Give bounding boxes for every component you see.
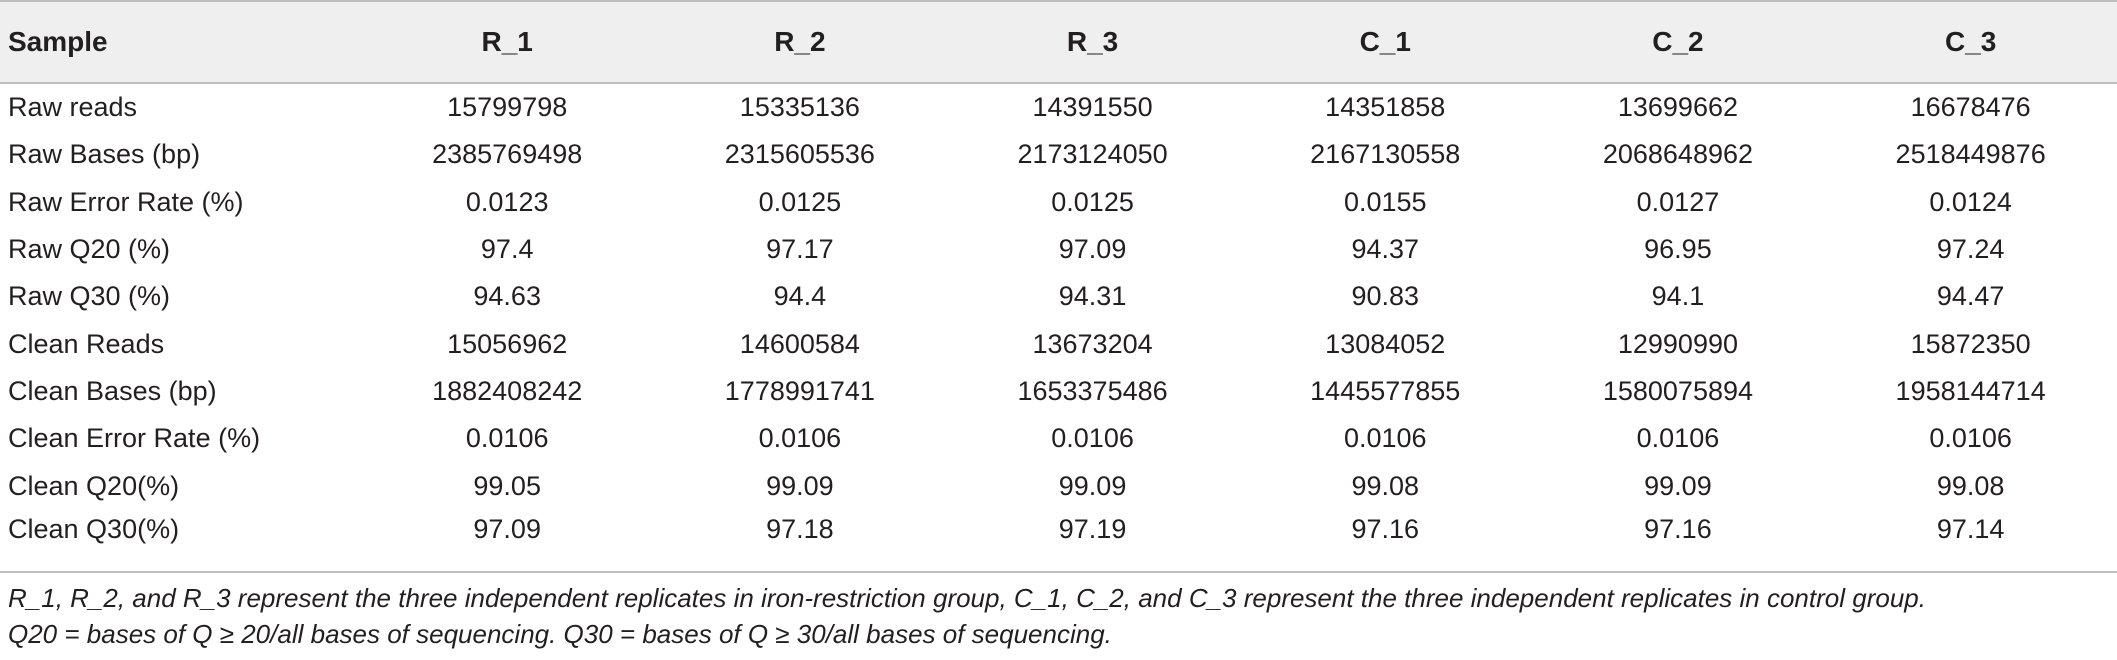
- footnote-line-1: R_1, R_2, and R_3 represent the three in…: [8, 583, 1926, 613]
- table-cell: 96.95: [1644, 234, 1712, 265]
- sequencing-stats-table-container: Sample R_1 R_2 R_3 C_1 C_2 C_3 Raw reads…: [0, 1, 2117, 566]
- table-cell: 97.09: [473, 513, 541, 544]
- table-cell: 0.0106: [465, 423, 549, 454]
- header-cell-c1: C_1: [1359, 26, 1411, 57]
- table-cell: 16678476: [1910, 92, 2031, 123]
- row-label: Raw reads: [8, 92, 138, 123]
- table-cell: 14391550: [1032, 92, 1153, 123]
- table-row: Raw Error Rate (%) 0.0123 0.0125 0.0125 …: [0, 179, 2117, 226]
- table-cell: 94.1: [1651, 281, 1705, 312]
- table-cell: 2385769498: [432, 139, 583, 170]
- row-label: Raw Bases (bp): [8, 139, 201, 170]
- table-cell: 0.0125: [758, 186, 842, 217]
- table-cell: 2315605536: [724, 139, 875, 170]
- table-cell: 2068648962: [1602, 139, 1754, 170]
- row-label: Clean Reads: [8, 328, 165, 359]
- table-row: Clean Reads 15056962 14600584 13673204 1…: [0, 320, 2117, 367]
- table-cell: 2173124050: [1017, 139, 1168, 170]
- row-label: Clean Error Rate (%): [8, 423, 261, 454]
- table-cell: 1445577855: [1310, 375, 1461, 406]
- footnote-line-2: Q20 = bases of Q ≥ 20/all bases of seque…: [8, 619, 1112, 649]
- table-cell: 97.14: [1936, 513, 2005, 544]
- table-cell: 94.63: [473, 281, 541, 312]
- row-label: Raw Error Rate (%): [8, 186, 244, 217]
- table-cell: 13699662: [1617, 92, 1738, 123]
- row-label: Clean Q20(%): [8, 470, 180, 501]
- table-cell: 99.09: [1644, 470, 1712, 501]
- table-cell: 1778991741: [724, 375, 875, 406]
- row-label: Clean Bases (bp): [8, 375, 217, 406]
- table-cell: 1882408242: [432, 375, 583, 406]
- table-row: Raw reads 15799798 15335136 14391550 143…: [0, 83, 2117, 131]
- table-cell: 94.37: [1351, 234, 1420, 265]
- table-cell: 15056962: [447, 328, 568, 359]
- header-cell-c3: C_3: [1944, 26, 1997, 57]
- table-cell: 13673204: [1032, 328, 1153, 359]
- table-cell: 0.0124: [1929, 186, 2012, 217]
- table-cell: 1958144714: [1895, 375, 2046, 406]
- table-cell: 1580075894: [1602, 375, 1754, 406]
- table-row: Raw Q30 (%) 94.63 94.4 94.31 90.83 94.1 …: [0, 273, 2117, 320]
- table-cell: 12990990: [1617, 328, 1738, 359]
- table-row: Raw Bases (bp) 2385769498 2315605536 217…: [0, 131, 2117, 178]
- table-cell: 97.24: [1936, 234, 2005, 265]
- row-label: Clean Q30(%): [8, 513, 180, 544]
- table-cell: 15799798: [447, 92, 568, 123]
- table-cell: 0.0155: [1343, 186, 1427, 217]
- table-cell: 99.05: [473, 470, 541, 501]
- table-body: Raw reads 15799798 15335136 14391550 143…: [0, 83, 2117, 566]
- header-cell-c2: C_2: [1652, 26, 1704, 57]
- row-label: Raw Q20 (%): [8, 234, 171, 265]
- table-cell: 1653375486: [1017, 375, 1168, 406]
- table-cell: 0.0125: [1051, 186, 1134, 217]
- table-cell: 94.47: [1936, 281, 2005, 312]
- table-row: Clean Q20(%) 99.05 99.09 99.09 99.08 99.…: [0, 462, 2117, 509]
- table-cell: 0.0127: [1636, 186, 1720, 217]
- table-cell: 15872350: [1910, 328, 2031, 359]
- table-cell: 13084052: [1325, 328, 1446, 359]
- table-cell: 90.83: [1351, 281, 1420, 312]
- table-row: Clean Bases (bp) 1882408242 1778991741 1…: [0, 368, 2117, 415]
- table-bottom-divider: [0, 571, 2117, 573]
- table-row: Clean Error Rate (%) 0.0106 0.0106 0.010…: [0, 415, 2117, 462]
- table-cell: 94.31: [1058, 281, 1127, 312]
- header-cell-r2: R_2: [774, 26, 826, 57]
- table-footnote: R_1, R_2, and R_3 represent the three in…: [8, 580, 2108, 652]
- table-row: Clean Q30(%) 97.09 97.18 97.19 97.16 97.…: [0, 510, 2117, 566]
- table-cell: 97.4: [480, 234, 534, 265]
- table-cell: 0.0106: [1929, 423, 2012, 454]
- header-cell-r1: R_1: [481, 26, 533, 57]
- table-cell: 0.0106: [1636, 423, 1720, 454]
- table-cell: 99.09: [766, 470, 834, 501]
- table-cell: 97.16: [1351, 513, 1420, 544]
- table-cell: 0.0106: [1343, 423, 1427, 454]
- table-cell: 97.18: [766, 513, 834, 544]
- table-cell: 15335136: [739, 92, 860, 123]
- table-cell: 99.09: [1058, 470, 1127, 501]
- header-cell-sample: Sample: [8, 26, 108, 57]
- table-row: Raw Q20 (%) 97.4 97.17 97.09 94.37 96.95…: [0, 226, 2117, 273]
- table-cell: 99.08: [1351, 470, 1420, 501]
- sequencing-stats-table: Sample R_1 R_2 R_3 C_1 C_2 C_3 Raw reads…: [0, 1, 2117, 566]
- header-cell-r3: R_3: [1066, 26, 1119, 57]
- table-cell: 0.0106: [758, 423, 842, 454]
- table-cell: 97.19: [1058, 513, 1127, 544]
- table-cell: 97.09: [1058, 234, 1127, 265]
- table-cell: 2518449876: [1895, 139, 2046, 170]
- table-cell: 14351858: [1325, 92, 1446, 123]
- table-cell: 99.08: [1936, 470, 2005, 501]
- table-cell: 97.17: [766, 234, 834, 265]
- table-header: Sample R_1 R_2 R_3 C_1 C_2 C_3: [0, 1, 2117, 83]
- row-label: Raw Q30 (%): [8, 281, 171, 312]
- table-cell: 2167130558: [1310, 139, 1461, 170]
- table-cell: 14600584: [739, 328, 860, 359]
- header-row: Sample R_1 R_2 R_3 C_1 C_2 C_3: [0, 1, 2117, 83]
- table-cell: 0.0106: [1051, 423, 1134, 454]
- table-cell: 0.0123: [465, 186, 549, 217]
- table-cell: 94.4: [773, 281, 827, 312]
- table-cell: 97.16: [1644, 513, 1712, 544]
